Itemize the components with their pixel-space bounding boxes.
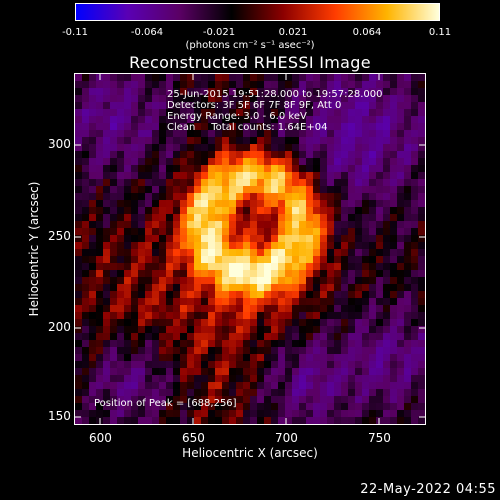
info-clean: Clean Total counts: 1.64E+04 bbox=[167, 122, 328, 133]
colorbar-tick: -0.064 bbox=[130, 27, 164, 38]
x-tick-label: 700 bbox=[275, 431, 298, 445]
y-tick-label: 150 bbox=[48, 409, 71, 423]
y-axis-label: Heliocentric Y (arcsec) bbox=[27, 181, 41, 317]
y-tick-label: 250 bbox=[48, 229, 71, 243]
y-tick-label: 200 bbox=[48, 320, 71, 334]
x-tick-label: 650 bbox=[182, 431, 205, 445]
peak-position-label: Position of Peak = [688,256] bbox=[94, 398, 237, 409]
colorbar bbox=[75, 3, 440, 21]
datestamp: 22-May-2022 04:55 bbox=[360, 482, 496, 497]
x-tick-label: 600 bbox=[89, 431, 112, 445]
info-detectors: Detectors: 3F 5F 6F 7F 8F 9F, Att 0 bbox=[167, 100, 342, 111]
plot-title: Reconstructed RHESSI Image bbox=[129, 53, 371, 72]
info-time-range: 25-Jun-2015 19:51:28.000 to 19:57:28.000 bbox=[167, 89, 383, 100]
colorbar-tick: 0.11 bbox=[428, 27, 452, 38]
colorbar-tick: -0.021 bbox=[202, 27, 236, 38]
x-axis-label: Heliocentric X (arcsec) bbox=[182, 446, 318, 460]
colorbar-tick: 0.064 bbox=[352, 27, 382, 38]
info-energy: Energy Range: 3.0 - 6.0 keV bbox=[167, 111, 307, 122]
colorbar-tick: 0.021 bbox=[278, 27, 308, 38]
colorbar-tick: -0.11 bbox=[62, 27, 88, 38]
y-tick-label: 300 bbox=[48, 137, 71, 151]
x-tick-label: 750 bbox=[368, 431, 391, 445]
colorbar-units: (photons cm⁻² s⁻¹ asec⁻²) bbox=[185, 40, 315, 51]
